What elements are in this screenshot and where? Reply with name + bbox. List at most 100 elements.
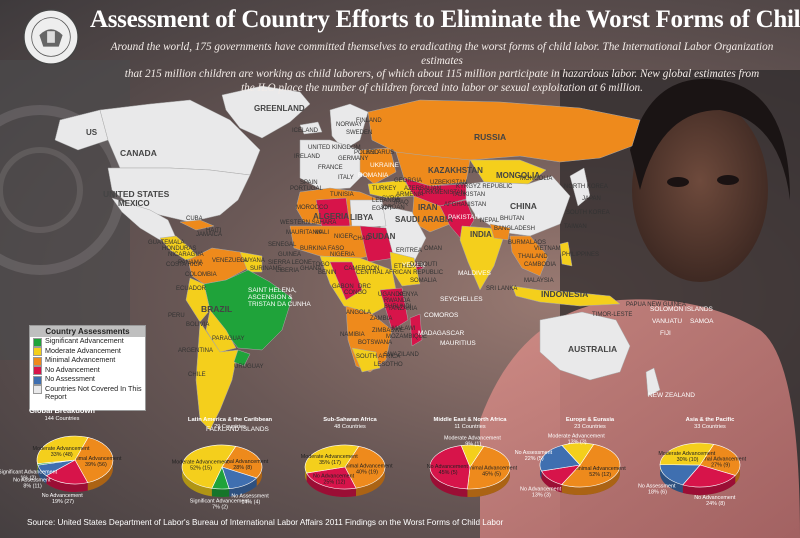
country-label: UNITED STATES bbox=[103, 189, 170, 199]
country-label: NIGERIA bbox=[330, 252, 355, 258]
country-label: TANZANIA bbox=[388, 306, 418, 312]
country-label: GABON bbox=[332, 284, 354, 290]
pie-slice-side bbox=[211, 488, 230, 497]
country-label: WESTERN SAHARA bbox=[280, 220, 337, 226]
map-region-eastern-europe bbox=[359, 147, 397, 185]
country-label: MAURITIUS bbox=[440, 340, 476, 347]
map-region-peru bbox=[185, 277, 211, 323]
legend-item: Minimal Advancement bbox=[30, 355, 145, 366]
pie-data-label: No Assessment 8% (11) bbox=[13, 478, 52, 490]
country-label: YEMEN bbox=[402, 262, 426, 269]
pie-data-label: Minimal Advancement 52% (12) bbox=[573, 466, 627, 478]
country-label: GUATEMALA bbox=[148, 240, 185, 246]
pie-data-label: Significant Advancement 1% (2) bbox=[0, 469, 59, 481]
country-label: ERITREA bbox=[396, 248, 423, 254]
pie-chart: Minimal Advancement 45% (5)No Advancemen… bbox=[427, 417, 519, 497]
pie-data-label: Minimal Advancement 40% (19) bbox=[340, 463, 394, 475]
map-region-horn-of-africa bbox=[389, 251, 421, 287]
country-label: PERU bbox=[168, 313, 185, 319]
pie-slice bbox=[539, 445, 581, 472]
regional-pie-charts: Minimal Advancement 39% (56) No Advanceme… bbox=[0, 406, 748, 510]
pie-subtitle: 23 Countries bbox=[574, 424, 606, 430]
country-label: MOROCCO bbox=[296, 205, 328, 211]
map-region-western-europe bbox=[299, 139, 369, 191]
pie-slice bbox=[467, 445, 511, 490]
pie-slice bbox=[699, 443, 741, 476]
country-label: FIJI bbox=[660, 330, 671, 337]
pie-data-label: No Advancement 45% (5) bbox=[427, 464, 470, 476]
country-label: PHILIPPINES bbox=[562, 252, 600, 258]
country-label: NIGER bbox=[334, 234, 354, 240]
country-label: LAOS bbox=[530, 240, 547, 246]
country-label: BURKINA FASO bbox=[300, 246, 345, 252]
country-label: SUDAN bbox=[367, 232, 396, 241]
country-label: CUBA bbox=[186, 216, 203, 222]
country-label: NAMIBIA bbox=[340, 332, 365, 338]
pie-data-label: No Advancement 24% (8) bbox=[694, 495, 737, 507]
country-label: TAJIKISTAN bbox=[452, 192, 486, 198]
legend-swatch bbox=[33, 356, 42, 366]
pie-data-label: Minimal Advancement 28% (8) bbox=[216, 459, 270, 471]
map-region-guianas bbox=[239, 251, 263, 273]
map-region-southeast-asia bbox=[509, 235, 549, 277]
pie-data-label: Moderate Advancement 9% (1) bbox=[444, 436, 502, 448]
country-label: CHILE bbox=[188, 372, 206, 378]
map-region-japan-korea bbox=[569, 167, 591, 207]
country-label: FALKLAND ISLANDS bbox=[206, 426, 269, 433]
pie-slice-side bbox=[306, 473, 356, 497]
map-region-mongolia bbox=[469, 159, 547, 185]
map-region-caribbean bbox=[179, 219, 215, 231]
pie-chart: Minimal Advancement 40% (19)No Advanceme… bbox=[301, 417, 394, 497]
country-label: MAURITANIA bbox=[286, 230, 323, 236]
country-label: BENIN bbox=[318, 270, 337, 276]
country-label: SAINT HELENA, ASCENSION & TRISTAN DA CUN… bbox=[248, 287, 311, 308]
country-label: JAPAN bbox=[582, 196, 601, 202]
department-seal-icon bbox=[23, 9, 79, 65]
country-label: LESOTHO bbox=[374, 362, 403, 368]
country-label: ARGENTINA bbox=[178, 348, 214, 354]
country-label: ECUADOR bbox=[176, 286, 207, 292]
pie-data-label: No Assessment 14% (4) bbox=[231, 493, 270, 505]
pie-slice bbox=[306, 466, 357, 490]
pie-slice-side bbox=[659, 464, 683, 493]
country-label: JAMAICA bbox=[196, 232, 223, 238]
country-label: PANAMA bbox=[178, 260, 203, 266]
country-label: ZIMBABWE bbox=[372, 328, 405, 334]
country-label: SRI LANKA bbox=[486, 286, 518, 292]
country-label: SIERRA LEONE bbox=[268, 260, 313, 266]
country-label: FINLAND bbox=[356, 118, 382, 124]
country-label: NEW ZEALAND bbox=[648, 392, 695, 399]
pie-chart: Minimal Advancement 28% (8) No Assessment… bbox=[172, 417, 273, 510]
pie-slice bbox=[45, 459, 89, 485]
legend-swatch bbox=[33, 366, 42, 375]
country-label: UGANDA bbox=[378, 292, 404, 298]
pie-subtitle: 48 Countries bbox=[334, 424, 366, 430]
country-label: FRANCE bbox=[318, 165, 343, 171]
country-label: GUYANA bbox=[240, 258, 265, 264]
subtitle-line: Around the world, 175 governments have c… bbox=[110, 41, 774, 67]
pie-data-label: Minimal Advancement 39% (56) bbox=[69, 456, 123, 468]
pie-slice bbox=[74, 437, 114, 483]
map-region-turkey-caucasus bbox=[367, 179, 415, 199]
country-label: ICELAND bbox=[292, 128, 319, 134]
country-label: SOUTH AFRICA bbox=[356, 354, 401, 360]
legend-item: Countries Not Covered In This Report bbox=[30, 384, 145, 402]
legend-label: No Assessment bbox=[45, 374, 95, 383]
pie-slice-side bbox=[46, 475, 88, 492]
map-region-madagascar bbox=[409, 313, 423, 347]
legend-title: Country Assessments bbox=[30, 326, 145, 337]
country-label: TAIWAN bbox=[564, 224, 587, 230]
legend-swatch bbox=[33, 385, 42, 394]
legend-label: Minimal Advancement bbox=[45, 355, 116, 364]
country-label: INDONESIA bbox=[541, 289, 589, 299]
pie-data-label: Moderate Advancement 52% (15) bbox=[172, 459, 230, 471]
country-label: GERMANY bbox=[338, 156, 369, 162]
country-label: MONGOLIA bbox=[496, 171, 540, 180]
country-label: POLAND bbox=[354, 150, 379, 156]
country-label: COSTA RICA bbox=[166, 262, 202, 268]
map-region-scandinavia bbox=[329, 103, 369, 151]
country-label: KAZAKHSTAN bbox=[428, 166, 483, 175]
pie-slice bbox=[659, 442, 715, 466]
pie-chart: Minimal Advancement 39% (56) No Advanceme… bbox=[0, 406, 123, 505]
